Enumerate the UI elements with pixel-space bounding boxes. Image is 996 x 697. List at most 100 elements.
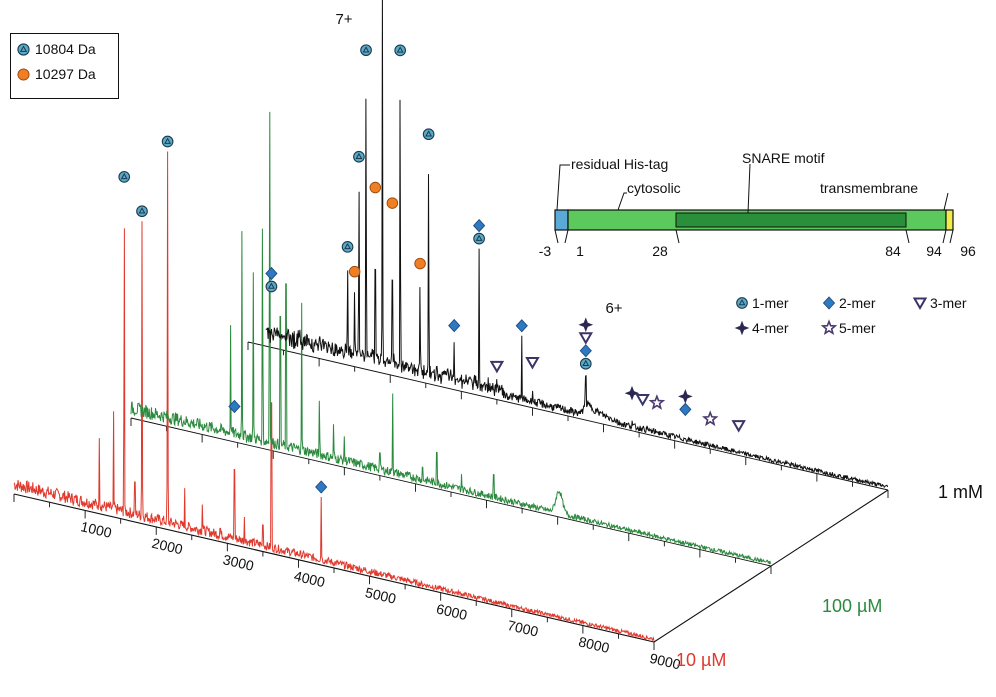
four-mer-marker (624, 385, 640, 401)
domain-map: -3 1 28 84 94 96 residual His-tag cytosolic SNAR… (539, 150, 976, 259)
trace-1 (130, 111, 772, 565)
series-label-0: 10 µM (676, 650, 726, 670)
one-mer-marker (118, 170, 131, 183)
traces-layer (13, 0, 889, 642)
one-mer-marker (341, 240, 354, 253)
legend-label-10297: 10297 Da (35, 66, 96, 82)
one-mer-marker (422, 128, 435, 141)
one-mer-marker (265, 280, 278, 293)
x-tick-label: 1000 (79, 518, 113, 541)
domain-tick (905, 229, 910, 244)
legend-oligomer-label: 1-mer (752, 295, 789, 311)
domain-position-label: -3 (539, 243, 552, 259)
x-tick-label: 7000 (506, 617, 540, 640)
four-mer-marker (677, 389, 693, 404)
x-tick-label: 4000 (293, 568, 327, 591)
series-label-1: 100 µM (822, 596, 882, 616)
three-mer-marker (489, 360, 505, 374)
legend-label-10804: 10804 Da (35, 41, 96, 57)
series-label-2: 1 mM (938, 482, 983, 502)
mass-10297-marker (369, 181, 382, 194)
trace-2 (265, 0, 889, 488)
two-mer-marker (515, 319, 528, 333)
three-mer-marker (578, 332, 594, 345)
one-mer-marker (473, 232, 485, 245)
one-mer-marker (353, 150, 365, 163)
two-mer-marker (265, 266, 278, 281)
trace-0 (13, 151, 655, 642)
legend-mass-box: 10804 Da 10297 Da (10, 33, 119, 99)
three-mer-marker (731, 420, 746, 433)
two-mer-marker (315, 480, 328, 494)
two-mer-marker (679, 402, 692, 417)
one-mer-marker-inner (355, 152, 363, 160)
label-snare: SNARE motif (742, 150, 825, 166)
one-mer-marker-inner (267, 282, 275, 289)
one-mer-marker (579, 357, 592, 370)
x-tick-label: 9000 (648, 650, 682, 673)
two-mer-marker (579, 344, 592, 358)
four-mer-marker (578, 317, 594, 333)
domain-transmembrane (945, 209, 954, 231)
one-mer-marker (360, 44, 372, 57)
snare-leader (747, 163, 751, 214)
legend-oligomer-label: 4-mer (752, 320, 789, 336)
two-mer-marker (448, 318, 461, 333)
domain-tick (554, 229, 559, 244)
axes-layer (13, 341, 889, 650)
domain-position-label: 94 (926, 243, 942, 259)
five-mer-marker (701, 410, 719, 427)
domain-tick (564, 229, 569, 244)
one-mer-marker-inner (475, 234, 483, 241)
three-mer-marker (635, 394, 650, 407)
one-mer-marker-inner (396, 46, 404, 53)
domain-position-label: 28 (652, 243, 668, 259)
x-tick-label: 2000 (150, 535, 184, 558)
markers-layer (118, 44, 746, 494)
one-mer-icon (17, 42, 30, 56)
one-mer-marker (136, 205, 148, 218)
x-tick-label: 8000 (577, 633, 611, 656)
one-mer-marker-inner (362, 46, 370, 53)
orange-circle-icon (17, 67, 30, 81)
four-mer-marker (734, 320, 750, 336)
one-mer-marker (161, 135, 174, 148)
one-mer-marker (736, 297, 748, 309)
one-mer-marker-inner (164, 137, 172, 144)
domain-snare (675, 212, 907, 228)
two-mer-marker (822, 296, 836, 310)
x-tick-label: 5000 (364, 584, 398, 607)
his-tag-leader (556, 164, 570, 211)
domain-tick (675, 229, 680, 244)
domain-position-label: 1 (576, 243, 584, 259)
domain-position-label: 84 (885, 243, 901, 259)
annotation-6plus: 6+ (605, 300, 622, 317)
three-mer-marker (912, 297, 928, 310)
legend-oligomer: 1-mer 2-mer 3-mer 4-mer 5-mer (734, 295, 967, 336)
three-mer-marker (525, 356, 540, 370)
domain-tick (942, 229, 947, 244)
mass-10297-marker (386, 197, 399, 209)
cytosolic-leader (617, 192, 627, 211)
legend-oligomer-label: 3-mer (930, 295, 967, 311)
label-his-tag: residual His-tag (571, 156, 668, 172)
x-tick-label: 6000 (435, 600, 469, 623)
two-mer-marker (228, 399, 241, 414)
domain-tick (949, 229, 954, 244)
two-mer-marker (473, 218, 486, 233)
domain-his-tag (554, 209, 569, 231)
tm-leader (943, 192, 949, 211)
one-mer-marker-inner (582, 359, 590, 367)
legend-oligomer-label: 5-mer (839, 320, 876, 336)
one-mer-marker-inner (120, 172, 128, 180)
one-mer-marker-inner (138, 207, 146, 214)
legend-oligomer-label: 2-mer (839, 295, 876, 311)
annotation-7plus: 7+ (335, 11, 352, 28)
mass-10297-marker (414, 257, 426, 270)
one-mer-marker-inner (344, 242, 352, 250)
one-mer-marker-inner (425, 130, 433, 137)
one-mer-marker (394, 44, 407, 57)
label-transmembrane: transmembrane (820, 180, 918, 196)
